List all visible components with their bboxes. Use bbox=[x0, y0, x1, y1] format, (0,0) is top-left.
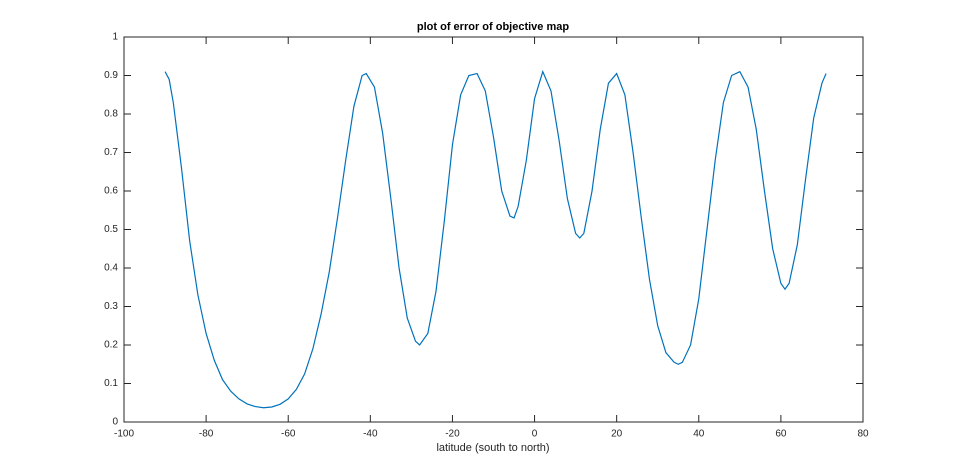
x-tick-label: -80 bbox=[199, 429, 214, 440]
x-axis-label: latitude (south to north) bbox=[436, 442, 549, 454]
plot-box bbox=[123, 36, 864, 423]
y-tick-label: 1 bbox=[112, 32, 118, 43]
x-tick-label: -20 bbox=[445, 429, 460, 440]
y-tick-label: 0.9 bbox=[104, 70, 118, 81]
y-tick-label: 0.1 bbox=[104, 378, 118, 389]
y-tick-label: 0.4 bbox=[104, 263, 118, 274]
x-tick-label: -40 bbox=[363, 429, 378, 440]
x-tick-label: 80 bbox=[857, 429, 869, 440]
y-tick-label: 0.8 bbox=[104, 109, 118, 120]
y-tick-label: 0 bbox=[112, 417, 118, 428]
line-series bbox=[164, 69, 827, 409]
x-tick-label: 0 bbox=[532, 429, 538, 440]
chart-title: plot of error of objective map bbox=[417, 21, 569, 33]
y-tick-label: 0.6 bbox=[104, 186, 118, 197]
y-tick-label: 0.3 bbox=[104, 301, 118, 312]
x-tick-label: -60 bbox=[281, 429, 296, 440]
x-tick-label: 20 bbox=[611, 429, 623, 440]
x-tick-label: 60 bbox=[775, 429, 787, 440]
y-tick-label: 0.5 bbox=[104, 224, 118, 235]
y-tick-label: 0.7 bbox=[104, 147, 118, 158]
x-tick-label: 40 bbox=[693, 429, 705, 440]
x-tick-label: -100 bbox=[114, 429, 134, 440]
y-tick-label: 0.2 bbox=[104, 340, 118, 351]
